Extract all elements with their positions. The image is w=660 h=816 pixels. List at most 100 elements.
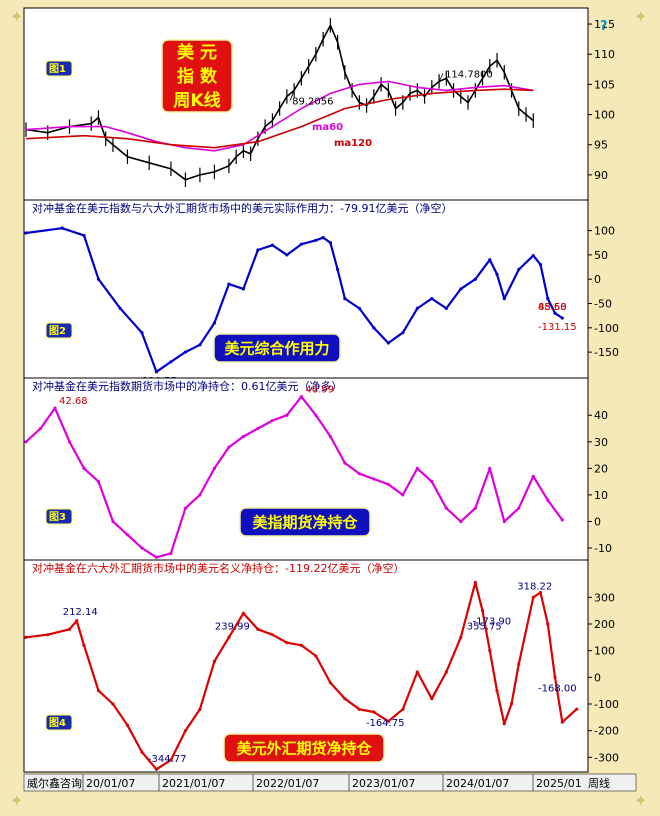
legend-entry: ma60 [312,122,343,133]
panel-title: 对冲基金在美元指数与六大外汇期货市场中的美元实际作用力：-79.91亿美元（净空… [32,201,452,215]
series-point [401,493,405,497]
series-point [154,555,159,559]
panel-usd-index: 115 110 105 100 95 90 114.7800 89.2056 ma60 ma120… [23,7,615,201]
price-line [25,23,534,181]
series-point [140,546,144,550]
series-point [270,418,274,423]
help-icon[interactable]: ? [600,19,608,34]
label-box-text: 美指期货净持仓 [252,513,358,531]
series-point [24,635,28,639]
y-tick-label: 115 [594,18,615,31]
series-point [227,445,231,449]
y-tick-label: 0 [594,515,601,528]
y-tick-label: 10 [594,489,608,502]
series-point [241,434,246,439]
corner-star-icon: ✦ [10,7,23,26]
y-tick-label: 110 [594,48,615,61]
date-label: 2023/01/07 [352,777,415,790]
date-label: 2024/01/07 [446,777,509,790]
annotation-label: 42.68 [59,396,88,407]
series-point [473,277,477,281]
series-point [531,474,535,478]
series-point [502,722,506,726]
date-label: 2022/01/07 [256,777,319,790]
panel-fx-futures: 对冲基金在六大外汇期货市场中的美元名义净持仓：-119.22亿美元（净空） 300… [23,559,619,773]
date-labels: 20/01/07 2021/01/07 2022/01/07 2023/01/07 20… [82,774,582,791]
series-point [372,477,376,481]
annotation-label: 48.60 [538,302,567,313]
y-tick-label: -100 [594,698,619,711]
series-point [285,413,289,417]
badge-bg [45,714,73,731]
series-point [67,627,72,631]
series-point [386,341,390,345]
plot-area [24,8,588,200]
series-point [509,702,514,706]
series-point [357,472,361,476]
annotation-label: 318.22 [517,581,552,592]
series-point [183,350,188,354]
y-tick-label: 20 [594,462,608,475]
series-point [169,551,173,555]
series-point [299,395,303,399]
series-point [212,659,217,663]
series-point [444,670,448,674]
annotation-label: -131.15 [538,322,577,333]
y-tick-label: 100 [594,225,615,238]
series-point [183,729,188,733]
series-point [531,595,535,599]
series-point [321,235,325,240]
series-point [241,611,246,615]
y-tick-label: -10 [594,542,612,555]
series-point [154,370,159,374]
series-point [560,518,564,522]
panel-label-box: 美元外汇期货净持仓 [223,733,385,763]
series-point [299,643,303,647]
series-point [488,649,492,653]
annotation-label: 46.99 [305,385,334,396]
series-point [140,750,144,754]
y-tick-label: 40 [594,409,608,422]
series-point [140,331,144,335]
legend-entry: ma120 [334,138,372,149]
series-point [560,316,564,320]
badge-bg [45,322,73,339]
label-box-text: 美 元 [177,42,217,63]
series-point [502,519,506,524]
badge-label: 图1 [49,63,66,75]
series-point [495,272,499,276]
panel-title: 对冲基金在六大外汇期货市场中的美元名义净持仓：-119.22亿美元（净空） [32,561,404,575]
series-point [285,641,289,645]
series-point [401,707,405,711]
series-point [212,466,217,470]
series-point [336,267,340,272]
series-point [495,689,499,693]
series-point [314,238,318,242]
series-point [517,662,521,666]
y-tick-label: 50 [594,249,608,262]
series-point [285,253,289,257]
panel-usd-net-force: 对冲基金在美元指数与六大外汇期货市场中的美元实际作用力：-79.91亿美元（净空… [23,199,619,387]
series-point [183,506,188,510]
label-box-text: 美元外汇期货净持仓 [236,739,372,757]
panel-badge: 图3 [45,508,73,525]
annotation-label: -164.75 [366,718,405,729]
badge-bg [45,60,73,77]
series-point [415,670,419,674]
annotation-leader [289,90,295,101]
series-point [343,461,347,465]
date-label: 2021/01/07 [162,777,225,790]
annotation-leader [438,73,444,82]
series-point [372,710,376,714]
series-point [488,258,492,262]
label-box-bg [213,333,341,363]
date-label: 20/01/07 [86,777,135,790]
y-tick-label: 30 [594,436,608,449]
series-line [25,227,563,373]
series-point [198,707,202,711]
series-point [415,466,419,470]
annotation-label: 85.58 [538,302,567,313]
series-point [169,758,173,762]
y-tick-label: 90 [594,169,608,182]
